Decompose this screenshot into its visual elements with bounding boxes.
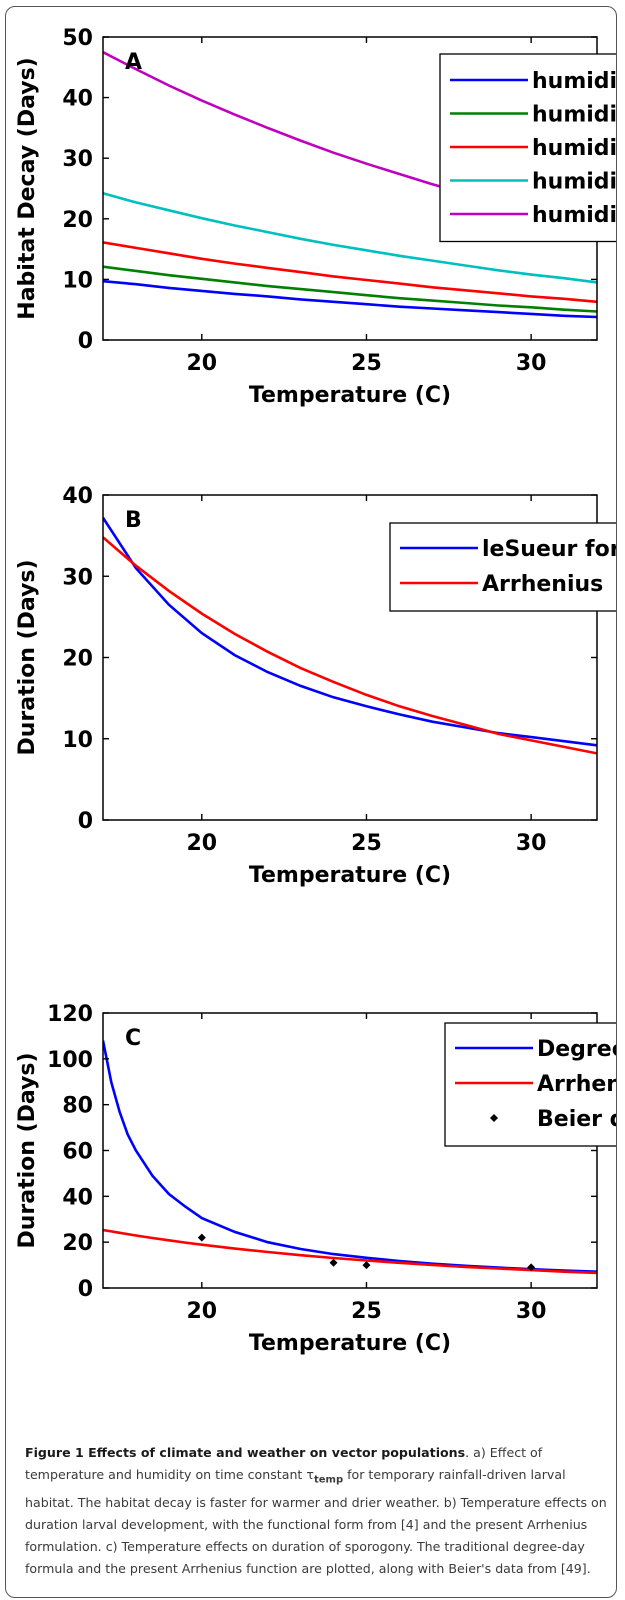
- y-tick-label: 60: [62, 1140, 93, 1165]
- x-tick-label: 20: [186, 1299, 217, 1324]
- legend-label-humidity-0-2: humidity 0.2: [532, 103, 617, 128]
- y-tick-label: 120: [47, 1002, 93, 1027]
- legend-box: [389, 522, 616, 612]
- caption-text-subscript: temp: [313, 1474, 344, 1486]
- legend-label-arrhenius: Arrhenius: [537, 1072, 617, 1097]
- x-tick-label: 30: [516, 351, 547, 376]
- y-tick-label: 40: [62, 1185, 93, 1210]
- figure-caption: Figure 1 Effects of climate and weather …: [25, 1442, 610, 1580]
- legend-label-arrhenius: Arrhenius: [482, 572, 603, 597]
- series-line-humidity-0-2: [103, 265, 597, 313]
- x-tick-label: 25: [351, 831, 382, 856]
- y-tick-label: 50: [62, 26, 93, 51]
- y-axis-label: Duration (Days): [15, 559, 40, 755]
- y-tick-label: 30: [62, 147, 93, 172]
- panel-label: C: [125, 1026, 141, 1051]
- x-tick-label: 30: [516, 831, 547, 856]
- caption-title: Figure 1 Effects of climate and weather …: [25, 1445, 466, 1460]
- series-line-humidity-0-4: [103, 241, 597, 304]
- data-point-beier-data: [197, 1233, 206, 1242]
- x-axis-label: Temperature (C): [249, 863, 451, 888]
- legend-label-humidity-0-4: humidity 0.4: [532, 136, 617, 161]
- series-line-arrhenius: [103, 1228, 597, 1275]
- y-tick-label: 0: [78, 1277, 93, 1302]
- y-tick-label: 0: [78, 329, 93, 354]
- x-axis-label: Temperature (C): [249, 383, 451, 408]
- x-tick-label: 20: [186, 351, 217, 376]
- y-tick-label: 40: [62, 484, 93, 509]
- panel-label: B: [125, 508, 142, 533]
- caption-text: a) Effect of temperature and humidity on…: [25, 1445, 543, 1482]
- y-tick-label: 20: [62, 1231, 93, 1256]
- caption-title-separator: .: [465, 1445, 470, 1460]
- legend-label-degree-day: Degree-day: [537, 1037, 617, 1062]
- y-axis-label: Duration (Days): [15, 1052, 40, 1248]
- y-tick-label: 80: [62, 1094, 93, 1119]
- caption-body: a) Effect of temperature and humidity on…: [25, 1445, 607, 1576]
- chart-panel-c: 20 25 30 0 20 40 60 80 100 120 Temperature (C) Dura…: [15, 1002, 617, 1356]
- y-tick-label: 20: [62, 647, 93, 672]
- data-point-beier-data: [362, 1261, 371, 1270]
- series-line-lesueur-formula: [103, 516, 597, 747]
- y-tick-label: 10: [62, 728, 93, 753]
- legend-label-beier-data: Beier data: [537, 1107, 617, 1132]
- y-tick-label: 0: [78, 809, 93, 834]
- legend-label-lesueur-formula: leSueur formula: [482, 537, 617, 562]
- y-tick-label: 100: [47, 1048, 93, 1073]
- data-point-beier-data: [329, 1258, 338, 1267]
- x-tick-label: 20: [186, 831, 217, 856]
- y-axis-label: Habitat Decay (Days): [15, 57, 40, 319]
- x-axis-label: Temperature (C): [249, 1331, 451, 1356]
- y-tick-label: 30: [62, 565, 93, 590]
- y-tick-label: 40: [62, 87, 93, 112]
- series-line-humidity-0-6: [103, 192, 597, 284]
- chart-panel-b: 20 25 30 0 10 20 30 40 Temperature (C) Duration (…: [15, 484, 617, 888]
- x-tick-label: 25: [351, 1299, 382, 1324]
- legend-label-humidity-0-8: humidity 0.8: [532, 203, 617, 228]
- y-tick-label: 20: [62, 208, 93, 233]
- series-line-humidity-0: [103, 279, 597, 319]
- data-point-beier-data: [527, 1263, 536, 1272]
- x-tick-label: 25: [351, 351, 382, 376]
- legend-box: [444, 1022, 616, 1147]
- panel-label: A: [125, 50, 142, 75]
- legend-label-humidity-0: humidity 0: [532, 69, 617, 94]
- legend-label-humidity-0-6: humidity 0.6: [532, 170, 617, 195]
- series-line-arrhenius: [103, 536, 597, 755]
- figure-frame: 20 25 30 0 10 20 30 40 50 Temperature (C) Habitat …: [5, 6, 617, 1598]
- legend-swatch-beier-data: [490, 1114, 498, 1122]
- y-tick-label: 10: [62, 268, 93, 293]
- x-tick-label: 30: [516, 1299, 547, 1324]
- chart-panel-a: 20 25 30 0 10 20 30 40 50 Temperature (C) Habitat …: [15, 26, 617, 408]
- caption-text-rest: for temporary rainfall-driven larval hab…: [25, 1467, 607, 1576]
